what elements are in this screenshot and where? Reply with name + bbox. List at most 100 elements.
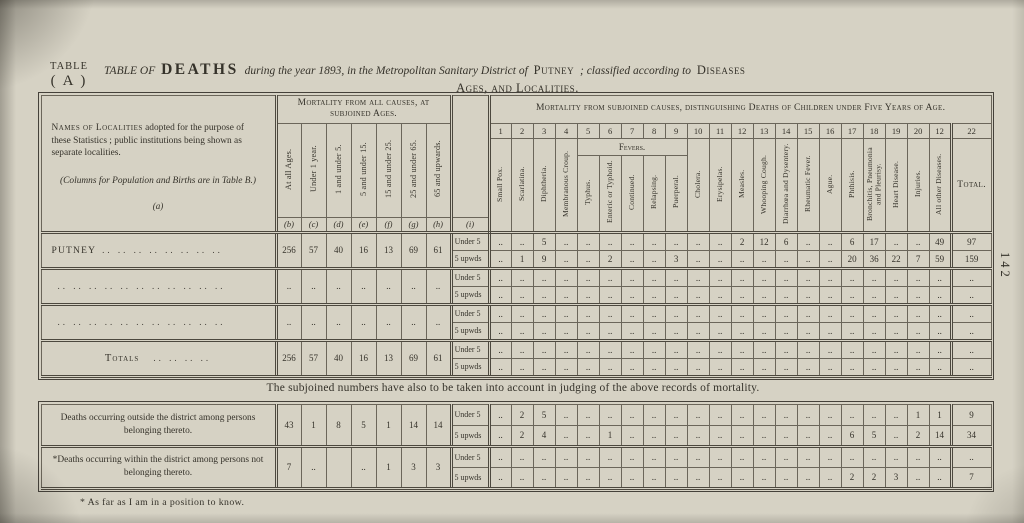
row-name-label: PUTNEY: [51, 245, 97, 256]
age-value-cell: ..: [400, 267, 427, 306]
five-upwards-row-label: 5 upwds: [449, 424, 490, 448]
cause-value-cell: ..: [796, 249, 820, 270]
dot-leaders: .. .. .. ..: [153, 352, 212, 363]
cause-value-cell: 5: [862, 424, 886, 448]
dot-leaders: .. .. .. .. .. .. .. .. .. .. ..: [57, 316, 226, 327]
cause-value-cell: ..: [554, 249, 578, 270]
cause-value-cell: ..: [884, 357, 908, 378]
table-row: .. .. .. .. .. .. .. .. .. .. ..........…: [40, 303, 992, 342]
cause-column-label: Ague.: [818, 137, 842, 234]
cause-value-cell: ..: [774, 466, 798, 490]
cause-column-label: Rheumatic Fever.: [796, 137, 820, 234]
locality-header-lead: Names of Localities: [51, 122, 143, 133]
age-column-label: 25 and under 65.: [400, 122, 427, 218]
cause-column-label-text: Heart Disease.: [890, 159, 900, 208]
cause-column-number: 8: [642, 122, 666, 139]
cause-column-number: 19: [884, 122, 908, 139]
cause-value-cell: ..: [884, 303, 908, 323]
cause-value-cell: 2: [730, 231, 754, 251]
cause-value-cell: ..: [884, 403, 908, 426]
cause-value-cell: 3: [664, 249, 688, 270]
title-mid1: during the year 1893, in the Metropolita…: [244, 65, 528, 77]
cause-value-cell: 12: [752, 231, 776, 251]
cause-value-cell: ..: [708, 403, 732, 426]
cause-value-cell: ..: [840, 339, 864, 359]
cause-value-cell: ..: [532, 357, 556, 378]
cause-value-cell: ..: [642, 285, 666, 306]
cause-value-cell: ..: [774, 403, 798, 426]
cause-value-cell: ..: [487, 321, 512, 342]
age-value-cell: 43: [274, 403, 302, 448]
cause-value-cell: 2: [862, 466, 886, 490]
cause-value-cell: ..: [620, 424, 644, 448]
cause-value-cell: 2: [906, 424, 930, 448]
title-prefix: TABLE OF: [104, 65, 156, 77]
age-value-cell: ..: [300, 303, 327, 342]
names-of-localities-header: Names of Localities adopted for the purp…: [40, 94, 277, 234]
cause-value-cell: ..: [928, 445, 952, 468]
cause-value-cell: ..: [884, 445, 908, 468]
cause-value-cell: ..: [862, 321, 886, 342]
cause-value-cell: ..: [642, 249, 666, 270]
cause-column-label: Small Pox.: [487, 137, 512, 234]
cause-value-cell: ..: [730, 285, 754, 306]
cause-value-cell: ..: [752, 321, 776, 342]
cause-value-cell: ..: [774, 445, 798, 468]
cause-value-cell: ..: [928, 357, 952, 378]
cause-value-cell: ..: [664, 424, 688, 448]
cause-value-cell: ..: [576, 285, 600, 306]
cause-value-cell: ..: [487, 267, 512, 287]
table-row: 5 upwds.. 2 4.... 1.................... 6 5..…: [41, 424, 992, 448]
fever-column-label-text: Puerperal.: [670, 175, 680, 209]
cause-value-cell: ..: [642, 321, 666, 342]
cause-value-cell: ..: [642, 403, 666, 426]
age-value-cell: 8: [325, 403, 352, 448]
cause-value-cell: ..: [949, 267, 992, 287]
cause-value-cell: ..: [818, 466, 842, 490]
cause-value-cell: ..: [686, 339, 710, 359]
locality-header-rest: adopted for the purpose of these Statist…: [51, 122, 245, 159]
cause-value-cell: ..: [884, 321, 908, 342]
cause-column-number: 6: [598, 122, 622, 139]
cause-value-cell: 5: [532, 231, 556, 251]
cause-value-cell: ..: [708, 339, 732, 359]
cause-value-cell: ..: [796, 403, 820, 426]
cause-value-cell: 7: [949, 466, 992, 490]
age-value-cell: 40: [325, 231, 352, 270]
cause-column-number: 18: [862, 122, 886, 139]
cause-value-cell: ..: [598, 303, 622, 323]
cause-value-cell: ..: [598, 445, 622, 468]
cause-value-cell: ..: [554, 267, 578, 287]
age-value-cell: ..: [274, 303, 302, 342]
fever-column-label: Relapsing.: [642, 154, 666, 234]
cause-value-cell: ..: [884, 231, 908, 251]
cause-column-label: Heart Disease.: [884, 137, 908, 234]
cause-value-cell: ..: [818, 403, 842, 426]
age-value-cell: 61: [425, 339, 452, 378]
age-column-letter: (g): [400, 216, 427, 234]
age-value-cell: ..: [325, 303, 352, 342]
cause-value-cell: ..: [906, 466, 930, 490]
cause-value-cell: ..: [752, 424, 776, 448]
bottom-table-frame: Deaths occurring outside the district am…: [38, 401, 994, 492]
cause-value-cell: ..: [796, 285, 820, 306]
cause-value-cell: ..: [906, 285, 930, 306]
age-value-cell: ..: [400, 303, 427, 342]
age-value-cell: 3: [425, 445, 452, 490]
cause-value-cell: ..: [730, 357, 754, 378]
cause-value-cell: ..: [818, 267, 842, 287]
age-value-cell: 61: [425, 231, 452, 270]
cause-value-cell: ..: [752, 403, 776, 426]
age-value-cell: 3: [400, 445, 427, 490]
cause-value-cell: ..: [664, 357, 688, 378]
cause-value-cell: ..: [620, 321, 644, 342]
cause-value-cell: ..: [818, 321, 842, 342]
row-name: PUTNEY .. .. .. .. .. .. .. ..: [40, 231, 277, 270]
cause-value-cell: ..: [730, 303, 754, 323]
cause-value-cell: ..: [620, 339, 644, 359]
cause-value-cell: ..: [510, 339, 534, 359]
cause-column-label: Injuries.: [906, 137, 930, 234]
age-value-cell: ..: [425, 303, 452, 342]
table-row: .. .. .. .. .. .. .. .. .. .. ..........…: [40, 267, 992, 306]
age-column-label-text: Under 1 year.: [308, 145, 318, 193]
